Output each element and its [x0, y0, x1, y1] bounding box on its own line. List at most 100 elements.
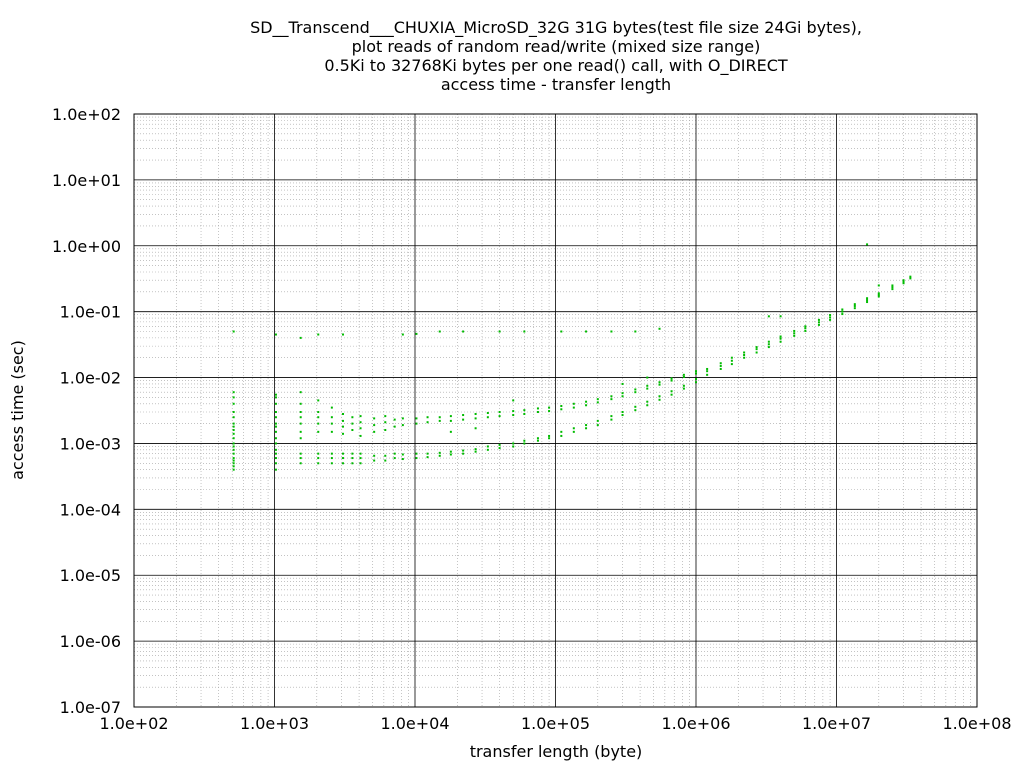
data-point	[232, 442, 235, 445]
data-point	[548, 410, 551, 413]
data-point	[232, 425, 235, 428]
data-point	[512, 445, 515, 448]
data-point	[621, 392, 624, 395]
data-point	[232, 391, 235, 394]
y-tick-label: 1.0e-02	[60, 369, 121, 388]
data-point	[232, 416, 235, 419]
data-point	[658, 398, 661, 401]
data-point	[621, 411, 624, 414]
data-point	[438, 454, 441, 457]
data-point	[902, 280, 905, 283]
x-tick-label: 1.0e+04	[380, 714, 449, 733]
data-point	[274, 393, 277, 396]
data-point	[449, 415, 452, 418]
data-point	[486, 445, 489, 448]
y-tick-label: 1.0e-07	[60, 698, 121, 717]
data-point	[804, 325, 807, 328]
data-point	[646, 387, 649, 390]
data-point	[706, 370, 709, 373]
data-point	[330, 416, 333, 419]
data-point	[610, 418, 613, 421]
data-point	[536, 411, 539, 414]
data-point	[658, 381, 661, 384]
data-point	[512, 410, 515, 413]
data-point	[274, 437, 277, 440]
y-tick-label: 1.0e-04	[60, 500, 121, 519]
data-point	[359, 434, 362, 437]
data-point	[891, 284, 894, 287]
data-point	[299, 457, 302, 460]
data-point	[695, 372, 697, 375]
data-point	[646, 404, 649, 407]
data-point	[351, 452, 354, 455]
data-point	[438, 451, 441, 454]
data-point	[572, 406, 575, 409]
data-point	[853, 304, 856, 307]
data-point	[560, 408, 563, 411]
data-point	[682, 387, 685, 390]
data-point	[341, 412, 344, 415]
data-point	[351, 457, 354, 460]
data-point	[232, 459, 235, 462]
data-point	[474, 450, 477, 453]
data-point	[706, 367, 709, 370]
data-point	[670, 390, 673, 393]
data-point	[877, 292, 880, 295]
y-tick-labels: 1.0e+02 1.0e+01 1.0e+00 1.0e-01 1.0e-02 1.0e-…	[52, 105, 121, 717]
data-point	[232, 462, 235, 465]
data-point	[572, 430, 575, 433]
data-point	[866, 243, 869, 246]
data-point	[560, 434, 563, 437]
data-point	[474, 448, 477, 451]
data-point	[646, 384, 649, 387]
data-point	[438, 416, 441, 419]
data-point	[866, 297, 869, 300]
data-point	[779, 335, 782, 338]
data-point	[498, 443, 501, 446]
data-point	[498, 330, 501, 333]
data-point	[474, 417, 477, 420]
data-point	[438, 419, 441, 422]
data-point	[330, 422, 333, 425]
x-tick-label: 1.0e+05	[521, 714, 590, 733]
data-point	[462, 414, 465, 417]
data-point	[274, 452, 277, 455]
data-point	[902, 279, 905, 282]
data-point	[755, 346, 758, 349]
data-point	[536, 407, 539, 410]
data-point	[449, 453, 452, 456]
data-point	[462, 449, 465, 452]
data-point	[426, 452, 429, 455]
y-tick-label: 1.0e+02	[52, 105, 121, 124]
data-point	[817, 323, 820, 326]
data-point	[299, 402, 302, 405]
data-point	[232, 422, 235, 425]
data-point	[596, 398, 599, 401]
data-point	[341, 419, 344, 422]
data-point	[274, 448, 277, 451]
data-point	[393, 418, 396, 421]
data-point	[373, 459, 376, 462]
data-point	[853, 303, 856, 306]
data-point	[866, 301, 869, 304]
data-point	[449, 430, 452, 433]
y-axis-label: access time (sec)	[8, 340, 27, 480]
data-point	[695, 378, 697, 381]
data-point	[317, 452, 320, 455]
data-point	[415, 332, 418, 335]
chart-title: SD__Transcend___CHUXIA_MicroSD_32G 31G b…	[250, 18, 862, 94]
data-point	[426, 456, 429, 459]
data-point	[793, 332, 796, 335]
data-point	[719, 367, 722, 370]
data-point	[841, 310, 844, 313]
y-tick-label: 1.0e-06	[60, 632, 121, 651]
data-point	[621, 382, 624, 385]
data-point	[359, 462, 362, 465]
data-point	[232, 457, 235, 460]
data-point	[536, 437, 539, 440]
data-point	[373, 417, 376, 420]
data-point	[359, 427, 362, 430]
data-point	[730, 363, 733, 366]
data-point	[299, 452, 302, 455]
data-point	[274, 457, 277, 460]
